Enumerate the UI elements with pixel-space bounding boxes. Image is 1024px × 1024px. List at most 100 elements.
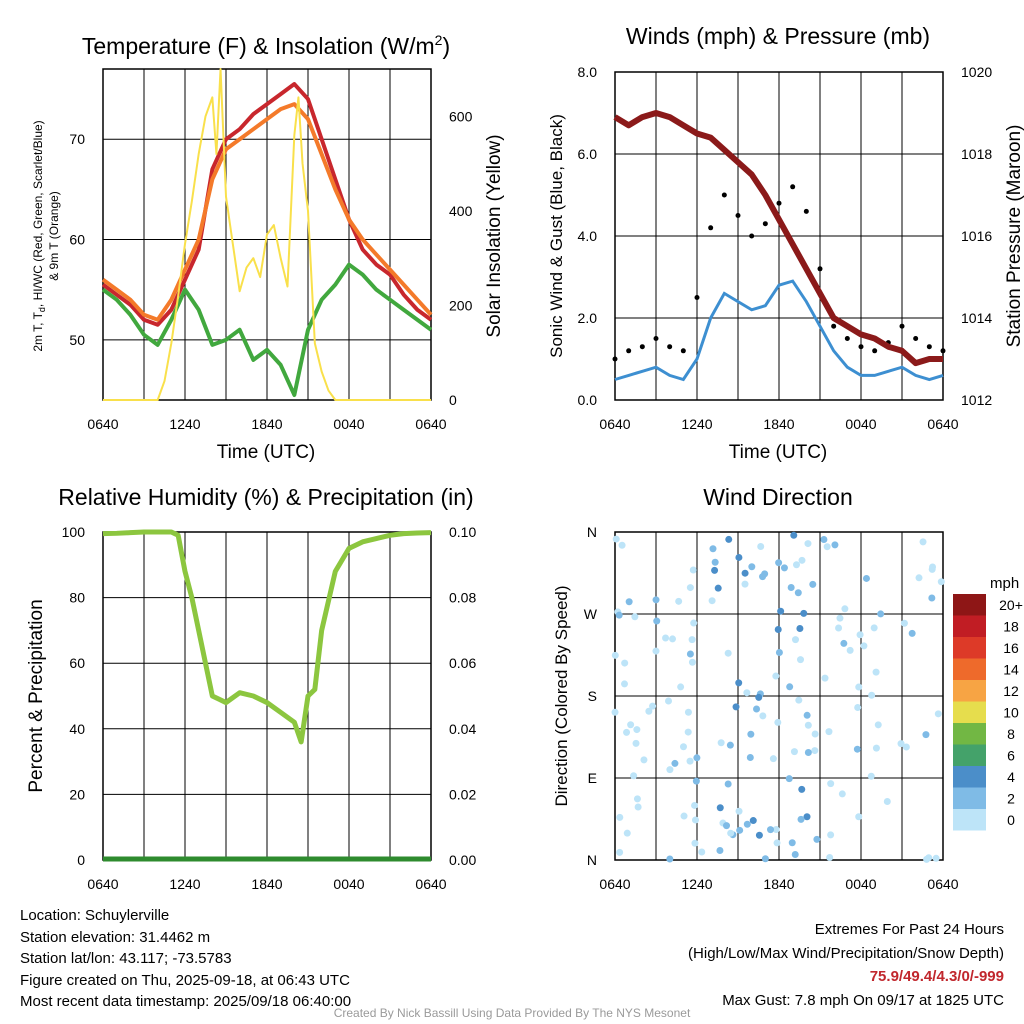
humidity-series-line xyxy=(102,529,432,745)
direction-point xyxy=(862,574,870,582)
direction-point xyxy=(809,580,817,588)
direction-point xyxy=(883,797,891,805)
direction-point xyxy=(649,702,657,710)
direction-point xyxy=(691,816,699,824)
speed-legend-swatch xyxy=(953,744,986,766)
direction-point xyxy=(794,589,802,597)
gust-point xyxy=(612,356,618,362)
direction-point xyxy=(627,721,635,729)
direction-point xyxy=(874,721,882,729)
speed-legend-swatch xyxy=(953,766,986,788)
direction-point xyxy=(709,545,717,553)
credit-line: Created By Nick Bassill Using Data Provi… xyxy=(333,1006,691,1020)
direction-point xyxy=(787,584,795,592)
direction-point xyxy=(684,708,692,716)
speed-legend-swatch xyxy=(953,680,986,702)
direction-point xyxy=(900,619,908,627)
direction-point xyxy=(872,668,880,676)
direction-point xyxy=(686,757,694,765)
winds-ylabel-left: Sonic Wind & Gust (Blue, Black) xyxy=(547,114,566,358)
direction-panel-title: Wind Direction xyxy=(703,484,853,510)
speed-legend-label: 18 xyxy=(1003,619,1019,635)
direction-point xyxy=(775,559,783,567)
direction-point xyxy=(803,813,811,821)
direction-point xyxy=(675,597,683,605)
direction-point xyxy=(688,636,696,644)
direction-ytick-label: N xyxy=(587,524,597,540)
direction-point xyxy=(615,611,623,619)
humidity-ytick-label: 40 xyxy=(69,721,85,737)
gust-point xyxy=(776,200,782,206)
direction-point xyxy=(666,855,674,863)
direction-point xyxy=(797,815,805,823)
direction-point xyxy=(775,649,783,657)
direction-point xyxy=(798,785,806,793)
speed-legend-label: 12 xyxy=(1003,683,1019,699)
winds-xtick-label: 1240 xyxy=(681,416,712,432)
precip-ytick-label: 0.06 xyxy=(449,655,476,671)
direction-point xyxy=(680,812,688,820)
temperature-frame xyxy=(102,68,432,401)
temperature-series-line xyxy=(103,68,431,401)
direction-xtick-label: 0640 xyxy=(927,876,958,892)
gust-point xyxy=(858,344,864,350)
direction-point xyxy=(800,609,808,617)
temperature-ylabel-left-line2: & 9m T (Orange) xyxy=(47,191,61,281)
direction-point xyxy=(634,803,642,811)
speed-legend-title: mph xyxy=(990,575,1019,592)
direction-point xyxy=(691,801,699,809)
pressure-ytick-label: 1014 xyxy=(961,310,992,326)
gust-point xyxy=(708,225,714,231)
direction-point xyxy=(860,642,868,650)
direction-point xyxy=(652,596,660,604)
precip-ytick-label: 0.08 xyxy=(449,590,476,606)
direction-point xyxy=(856,631,864,639)
direction-point xyxy=(726,741,734,749)
temperature-series-line xyxy=(101,262,433,397)
humidity-ytick-label: 100 xyxy=(62,524,86,540)
temperature-xtick-label: 1240 xyxy=(169,416,200,432)
direction-point xyxy=(826,853,834,861)
direction-point xyxy=(761,855,769,863)
humidity-ytick-label: 60 xyxy=(69,655,85,671)
gust-point xyxy=(694,295,700,300)
gust-point xyxy=(926,344,932,350)
direction-point xyxy=(811,730,819,738)
insolation-ytick-label: 400 xyxy=(449,203,473,219)
direction-point xyxy=(686,584,694,592)
direction-point xyxy=(727,829,735,837)
direction-point xyxy=(855,683,863,691)
temperature-series-line xyxy=(101,82,433,327)
direction-point xyxy=(769,755,777,763)
direction-point xyxy=(772,672,780,680)
pressure-ytick-label: 1016 xyxy=(961,228,992,244)
direction-point xyxy=(684,728,692,736)
gust-point xyxy=(831,323,837,329)
humidity-ylabel-left: Percent & Precipitation xyxy=(26,599,47,792)
direction-point xyxy=(741,569,749,577)
direction-point xyxy=(804,721,812,729)
direction-point xyxy=(616,813,624,821)
humidity-xtick-label: 0040 xyxy=(333,876,364,892)
station-latlon: Station lat/lon: 43.117; -73.5783 xyxy=(20,950,232,967)
winds-ylabel-right: Station Pressure (Maroon) xyxy=(1004,125,1024,348)
direction-point xyxy=(831,541,839,549)
speed-legend-label: 16 xyxy=(1003,640,1019,656)
gust-point xyxy=(735,213,741,218)
gust-point xyxy=(680,348,686,354)
direction-point xyxy=(780,564,788,572)
direction-point xyxy=(855,813,863,821)
direction-point xyxy=(623,829,631,837)
temperature-series-line xyxy=(101,102,433,322)
direction-point xyxy=(804,748,812,756)
direction-point xyxy=(724,780,732,788)
direction-point xyxy=(759,573,767,581)
speed-legend-label: 10 xyxy=(1003,705,1019,721)
direction-point xyxy=(631,613,639,621)
winds-xlabel: Time (UTC) xyxy=(729,442,828,463)
pressure-line xyxy=(613,110,943,367)
direction-point xyxy=(632,739,640,747)
direction-point xyxy=(934,710,942,718)
direction-point xyxy=(846,646,854,654)
direction-point xyxy=(743,689,751,697)
